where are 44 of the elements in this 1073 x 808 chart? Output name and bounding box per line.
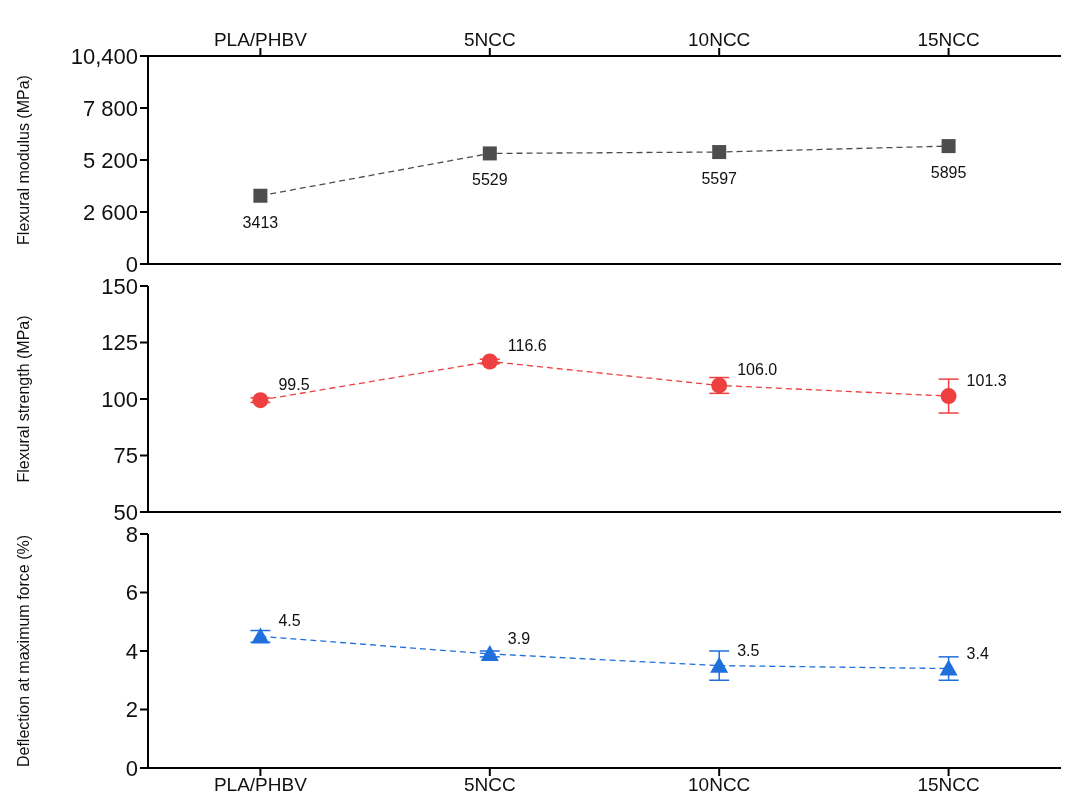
point — [480, 644, 499, 661]
data-label: 106.0 — [737, 361, 778, 379]
data-label: 5597 — [701, 170, 738, 188]
data-label: 116.6 — [507, 337, 547, 355]
y-tick-label: 0 — [125, 755, 138, 781]
data-label: 101.3 — [966, 372, 1007, 390]
y-tick-label: 7 800 — [82, 95, 138, 121]
point — [252, 392, 269, 409]
y-tick-label: 2 — [125, 697, 138, 723]
y-tick-label: 125 — [101, 330, 138, 356]
point — [939, 659, 958, 676]
data-label: 5529 — [472, 171, 508, 189]
data-label: 3.4 — [966, 644, 989, 662]
data-label: 99.5 — [278, 376, 310, 394]
y-tick-label: 6 — [125, 580, 138, 606]
y-tick-label: 5 200 — [82, 147, 138, 173]
point — [941, 139, 956, 154]
point — [482, 146, 497, 161]
data-label: 3.5 — [737, 641, 760, 659]
data-label: 3413 — [242, 213, 279, 231]
point — [712, 145, 727, 160]
x-tick-label: 15NCC — [917, 774, 980, 796]
y-tick-label: 4 — [125, 638, 138, 664]
y-tick-label: 75 — [113, 443, 138, 469]
y-tick-label: 100 — [101, 386, 138, 412]
point — [253, 188, 268, 203]
x-tick-label: PLA/PHBV — [213, 29, 308, 50]
x-tick-label: 10NCC — [688, 774, 751, 796]
data-label: 3.9 — [507, 629, 531, 647]
y-tick-label: 2 600 — [82, 199, 138, 225]
data-label: 5895 — [930, 164, 967, 182]
y-tick-label: 10,400 — [70, 43, 138, 69]
y-axis-title: Deflection at maximum force (%) — [14, 534, 32, 768]
x-tick-label: 5NCC — [463, 29, 516, 50]
y-axis-title: Flexural strength (MPa) — [14, 315, 32, 483]
point — [710, 656, 729, 673]
x-tick-label: 5NCC — [463, 774, 516, 796]
point — [481, 353, 498, 370]
y-axis-title: Flexural modulus (MPa) — [14, 75, 32, 245]
x-tick-label: 10NCC — [688, 29, 751, 50]
x-tick-label: 15NCC — [917, 29, 980, 50]
point — [940, 388, 957, 405]
x-tick-label: PLA/PHBV — [213, 774, 308, 796]
data-label: 4.5 — [278, 612, 301, 630]
